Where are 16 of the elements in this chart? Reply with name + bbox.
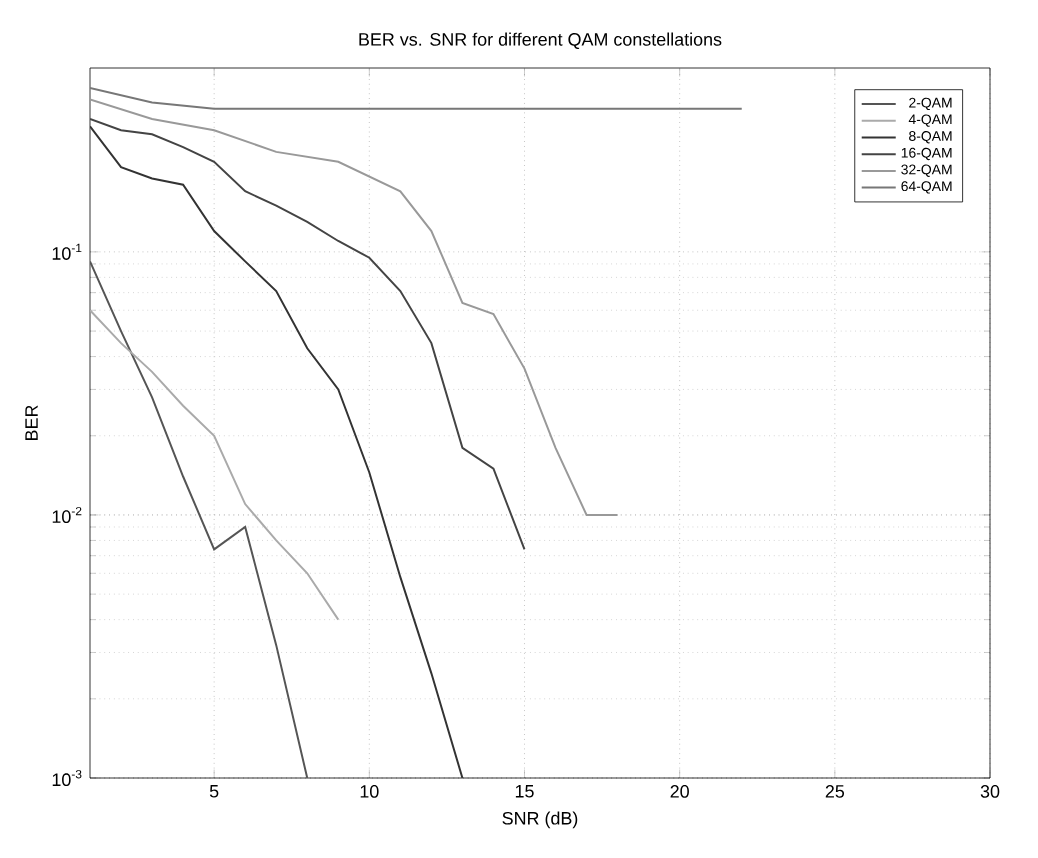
x-axis-title: SNR (dB) — [502, 811, 578, 829]
line-series — [90, 117, 526, 551]
x-tick-label: 20 — [670, 785, 689, 798]
x-tick-label: 15 — [515, 785, 534, 798]
x-tick-label: 5 — [209, 785, 219, 798]
x-tick-label: 10 — [360, 785, 379, 798]
line-series — [90, 260, 309, 779]
y-axis-title: BER — [25, 405, 38, 440]
y-tick-label: 10$^{-1}$ — [52, 243, 82, 260]
line-series — [90, 125, 464, 779]
y-tick-label: 10$^{-2}$ — [52, 506, 82, 524]
line-series — [90, 98, 619, 516]
x-tick-label: 25 — [825, 785, 845, 798]
chart-title: BER vs. SNR for different QAM constellations — [359, 32, 722, 49]
y-tick-label: 10$^{-3}$ — [52, 769, 82, 787]
x-tick-label: 30 — [980, 785, 1000, 798]
